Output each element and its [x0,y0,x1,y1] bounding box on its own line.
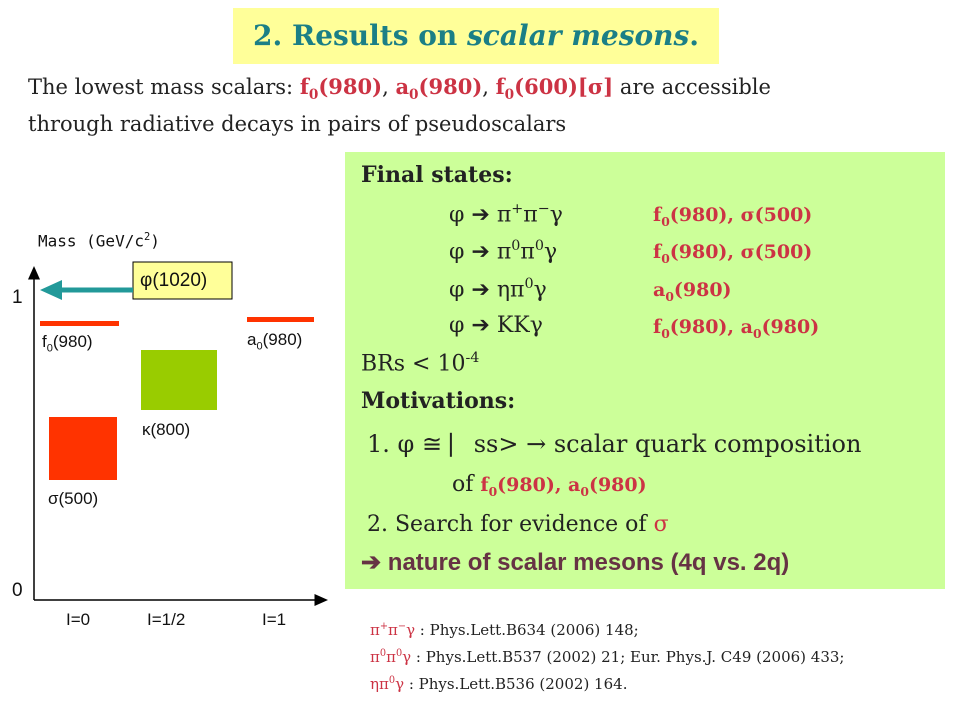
decay-kk-result: f0(980), a0(980) [653,316,820,341]
motivations-heading: Motivations: [361,388,516,414]
x-label-i-half: I=1/2 [147,610,186,629]
f0-980-label: f0(980) [42,332,93,355]
reference-item: ηπ0γ : Phys.Lett.B536 (2002) 164. [370,675,628,693]
teal-arrow-head-icon [40,280,62,300]
sigma-500-band [49,417,117,480]
decay-pipi-charged: φ ➔ π+π−γ [449,201,563,228]
kappa-800-label: κ(800) [142,420,191,439]
y-tick-1: 1 [12,287,23,308]
conclusion-line: ➔ nature of scalar mesons (4q vs. 2q) [361,549,790,576]
motivation-1: 1. φ ≅ ⎸ss> → scalar quark composition [367,430,862,458]
y-tick-0: 0 [12,580,23,601]
final-states-heading: Final states: [361,162,513,188]
decay-pipi-charged-result: f0(980), σ(500) [653,204,813,229]
intro-text: The lowest mass scalars: f0(980), a0(980… [28,74,771,137]
x-label-i0: I=0 [66,610,91,629]
motivation-1-continued: of f0(980), a0(980) [452,472,647,499]
x-label-i1: I=1 [262,610,287,629]
phi-1020-label: φ(1020) [140,270,208,291]
references: π+π−γ : Phys.Lett.B634 (2006) 148; π0π0γ… [370,615,844,696]
kappa-800-band [141,350,217,410]
decay-etapi-result: a0(980) [653,279,732,304]
phi-1020-box [132,261,233,300]
decay-etapi: φ ➔ ηπ0γ [449,276,547,303]
decay-pipi-neutral: φ ➔ π0π0γ [449,238,558,265]
motivation-2: 2. Search for evidence of σ [367,512,669,537]
a0-980-label: a0(980) [247,330,303,353]
a0-980-level [247,317,314,322]
branching-ratio-note: BRs < 10-4 [361,350,480,377]
right-arrow-icon: ➔ [361,549,382,576]
sigma-500-label: σ(500) [48,489,99,508]
reference-item: π+π−γ : Phys.Lett.B634 (2006) 148; [370,621,639,639]
f0-980-level [40,321,119,326]
title-banner: 2. Results on scalar mesons. [233,8,719,64]
decay-pipi-neutral-result: f0(980), σ(500) [653,241,813,266]
reference-item: π0π0γ : Phys.Lett.B537 (2002) 21; Eur. P… [370,648,845,666]
y-axis-label: Mass (GeV/c2) [38,231,160,251]
results-panel: Final states: φ ➔ π+π−γ f0(980), σ(500) … [345,152,945,589]
page-title: 2. Results on scalar mesons. [252,19,700,52]
decay-kk: φ ➔ KKγ [449,313,543,338]
